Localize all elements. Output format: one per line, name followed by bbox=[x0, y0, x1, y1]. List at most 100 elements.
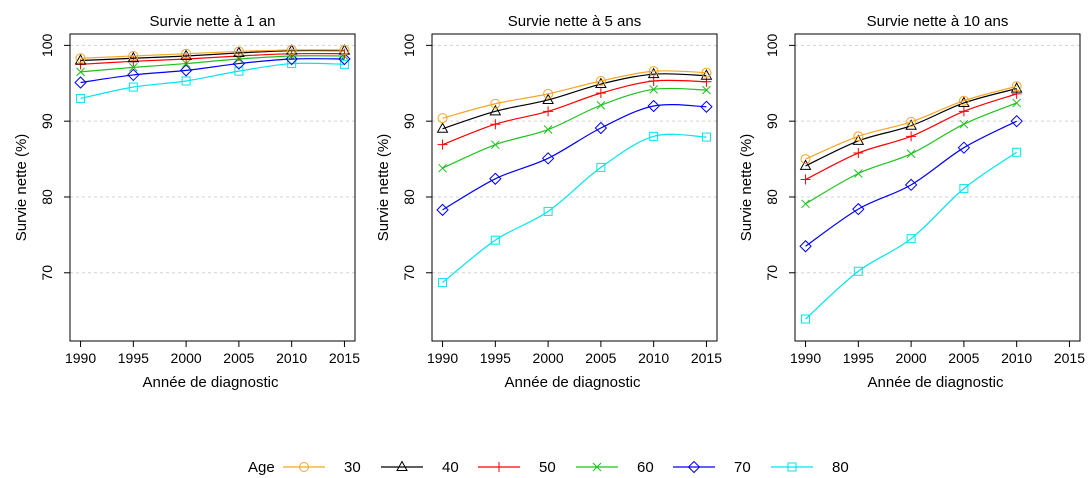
data-point bbox=[700, 100, 713, 113]
series-line bbox=[442, 73, 707, 130]
series-70 bbox=[436, 99, 713, 217]
series-line bbox=[442, 104, 707, 211]
data-point bbox=[647, 99, 660, 113]
plot-frame bbox=[69, 33, 356, 342]
data-point bbox=[594, 121, 608, 135]
x-axis-title: Année de diagnostic bbox=[868, 374, 1004, 391]
x-tick-label: 2005 bbox=[223, 350, 254, 366]
data-point bbox=[958, 106, 969, 117]
x-tick-label: 1995 bbox=[118, 350, 149, 366]
series-70 bbox=[74, 52, 351, 89]
series-30 bbox=[437, 66, 712, 124]
series-line bbox=[442, 133, 707, 284]
x-tick-label: 2000 bbox=[896, 350, 927, 366]
x-axis-title: Année de diagnostic bbox=[505, 374, 641, 391]
x-tick-label: 1995 bbox=[480, 350, 511, 366]
series-line bbox=[805, 85, 1017, 160]
series-line bbox=[442, 70, 707, 119]
series-60 bbox=[801, 98, 1022, 209]
legend-entry-70: 70 bbox=[673, 459, 751, 476]
data-point bbox=[1010, 114, 1023, 128]
x-tick-label: 1990 bbox=[427, 350, 458, 366]
y-tick-label: 70 bbox=[39, 265, 55, 281]
legend-entry-30: 30 bbox=[283, 459, 361, 476]
data-point bbox=[181, 48, 192, 59]
data-point bbox=[853, 266, 863, 276]
series-line bbox=[805, 151, 1018, 320]
data-point bbox=[234, 66, 244, 76]
x-tick-label: 2005 bbox=[585, 350, 616, 366]
data-point bbox=[489, 172, 502, 185]
data-point bbox=[906, 116, 917, 127]
series-80 bbox=[438, 131, 711, 288]
series-80 bbox=[76, 59, 349, 103]
legend: Age 30 40 50 60 70 80 bbox=[248, 459, 849, 476]
plot-frame bbox=[794, 33, 1081, 342]
data-point bbox=[490, 119, 501, 130]
legend-marker bbox=[687, 460, 701, 474]
legend-entry-60: 60 bbox=[576, 459, 654, 476]
data-point bbox=[490, 140, 500, 150]
series-40 bbox=[436, 67, 713, 133]
data-point bbox=[179, 64, 193, 77]
data-point bbox=[853, 131, 864, 142]
data-point bbox=[490, 98, 501, 109]
data-point bbox=[905, 119, 917, 130]
series-50 bbox=[800, 88, 1022, 185]
panel-1: Survie nette à 1 an 1990 1995 2000 2005 2010 2… bbox=[13, 13, 360, 391]
data-point bbox=[490, 235, 500, 245]
series-line bbox=[442, 87, 707, 169]
x-tick-label: 2010 bbox=[638, 350, 669, 366]
legend-label: 70 bbox=[734, 459, 751, 476]
y-axis-title: Survie nette (%) bbox=[375, 134, 392, 242]
data-point bbox=[799, 159, 812, 170]
data-point bbox=[959, 119, 969, 129]
data-point bbox=[437, 113, 448, 124]
data-point bbox=[800, 154, 811, 165]
x-tick-label: 1990 bbox=[65, 350, 96, 366]
data-point bbox=[76, 67, 85, 77]
data-point bbox=[906, 131, 917, 142]
legend-label: 30 bbox=[344, 459, 361, 476]
data-point bbox=[800, 174, 811, 185]
data-point bbox=[74, 54, 87, 65]
data-point bbox=[128, 50, 139, 61]
data-point bbox=[799, 240, 812, 253]
x-tick-label: 2010 bbox=[276, 350, 307, 366]
data-point bbox=[906, 149, 916, 159]
data-point bbox=[180, 49, 192, 60]
y-axis-title: Survie nette (%) bbox=[738, 134, 755, 242]
y-tick-label: 90 bbox=[39, 113, 55, 129]
data-point bbox=[436, 203, 449, 217]
legend-entry-80: 80 bbox=[771, 459, 849, 476]
panel-title: Survie nette à 5 ans bbox=[508, 13, 641, 30]
y-tick-label: 70 bbox=[401, 265, 417, 281]
data-point bbox=[649, 84, 659, 94]
legend-marker bbox=[396, 460, 408, 471]
legend-label: 60 bbox=[637, 459, 654, 476]
y-tick-label: 100 bbox=[401, 33, 417, 57]
data-point bbox=[648, 66, 659, 77]
series-line bbox=[805, 120, 1017, 247]
data-point bbox=[541, 152, 555, 165]
legend-entry-40: 40 bbox=[381, 459, 459, 476]
data-point bbox=[489, 104, 502, 116]
x-tick-label: 1990 bbox=[790, 350, 821, 366]
x-tick-label: 2000 bbox=[533, 350, 564, 366]
data-point bbox=[959, 184, 969, 194]
x-tick-label: 2015 bbox=[1054, 350, 1085, 366]
data-point bbox=[853, 169, 863, 178]
data-point bbox=[543, 106, 554, 117]
data-point bbox=[595, 88, 606, 99]
data-point bbox=[700, 69, 713, 80]
data-point bbox=[702, 85, 711, 95]
series-30 bbox=[75, 44, 350, 64]
x-tick-label: 2000 bbox=[171, 350, 202, 366]
data-point bbox=[127, 68, 140, 82]
y-tick-label: 90 bbox=[764, 113, 780, 129]
series-line bbox=[805, 88, 1017, 167]
x-tick-label: 2015 bbox=[691, 350, 722, 366]
data-point bbox=[75, 53, 86, 64]
data-point bbox=[595, 77, 607, 89]
